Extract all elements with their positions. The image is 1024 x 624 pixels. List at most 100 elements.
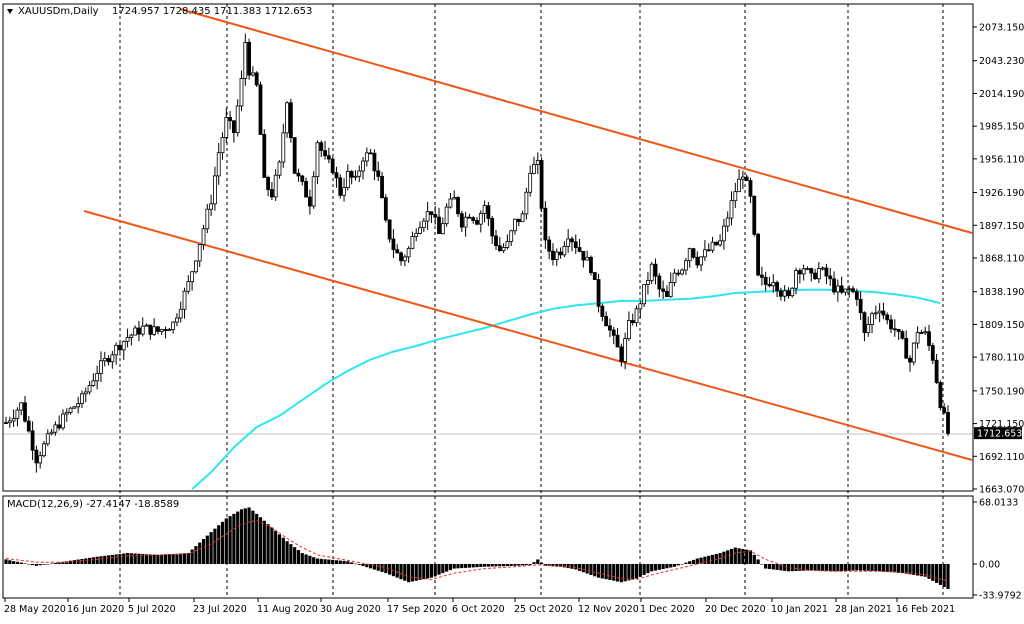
candle: [64, 408, 69, 422]
candle: [11, 409, 16, 427]
candle: [691, 247, 696, 259]
candle-body: [440, 223, 445, 235]
candle: [99, 351, 103, 383]
macd-histogram-bar: [281, 537, 285, 564]
candle: [790, 287, 795, 298]
candle-body: [11, 417, 16, 422]
price-axis-label: 1985.150: [979, 122, 1024, 133]
candle-body: [794, 270, 798, 289]
macd-histogram-bar: [148, 554, 152, 564]
candle-body: [699, 256, 704, 266]
candle: [775, 280, 779, 298]
macd-histogram-bar: [509, 564, 513, 566]
candle-body: [57, 424, 62, 429]
candle: [771, 274, 776, 293]
candle: [592, 272, 597, 280]
macd-histogram-bar: [34, 564, 38, 566]
candle-body: [254, 72, 259, 86]
candle: [714, 241, 719, 247]
candle: [361, 157, 365, 180]
macd-histogram-bar: [49, 563, 54, 565]
candle-body: [661, 288, 666, 292]
candle-body: [919, 332, 924, 334]
current-price-label: 1712.653: [977, 429, 1022, 440]
candle-body: [399, 252, 403, 262]
candle: [547, 236, 552, 260]
candle-body: [558, 251, 563, 256]
candle-body: [114, 344, 119, 356]
candle: [676, 269, 681, 277]
macd-histogram-bar: [209, 532, 213, 564]
date-axis-label: 11 Aug 2020: [257, 604, 318, 615]
candle-body: [437, 216, 441, 235]
candle: [311, 171, 316, 209]
candle-body: [38, 455, 43, 464]
candle-body: [611, 329, 616, 336]
candle-body: [471, 217, 476, 221]
candle: [665, 285, 669, 298]
candle: [896, 329, 901, 341]
macd-histogram-bar: [144, 554, 149, 564]
candle: [710, 236, 715, 253]
candle-body: [554, 251, 559, 260]
candle: [558, 247, 563, 259]
candle-body: [425, 211, 430, 222]
candle-body: [380, 176, 384, 199]
candle-body: [19, 402, 24, 411]
candle: [551, 243, 555, 266]
candle-body: [592, 272, 597, 280]
label-layer: XAUUSDm,Daily 1724.957 1728.435 1711.383…: [7, 6, 312, 510]
macd-layer: [4, 507, 950, 589]
macd-histogram-bar: [532, 562, 536, 564]
candle-body: [801, 268, 806, 275]
candle: [368, 148, 373, 155]
candle: [437, 207, 441, 235]
macd-histogram-bar: [114, 554, 118, 564]
candle: [832, 271, 836, 295]
candle-body: [353, 175, 358, 178]
macd-axis-label: 68.0133: [979, 498, 1018, 509]
candle: [725, 211, 730, 232]
price-axis-label: 1692.110: [979, 452, 1024, 463]
macd-histogram-bar: [342, 560, 346, 564]
candle-body: [121, 340, 126, 351]
macd-histogram-bar: [198, 542, 202, 564]
macd-histogram-bar: [699, 557, 703, 564]
candle: [307, 189, 312, 215]
candle-body: [402, 256, 407, 262]
macd-histogram-bar: [615, 564, 620, 582]
macd-histogram-bar: [486, 564, 490, 567]
candle: [577, 239, 582, 253]
candle: [627, 311, 631, 341]
candle: [915, 326, 920, 349]
macd-histogram-bar: [897, 564, 901, 573]
candle-body: [137, 327, 141, 335]
macd-histogram-bar: [122, 553, 126, 564]
candle: [292, 137, 297, 174]
date-axis-label: 16 Feb 2021: [896, 604, 955, 615]
macd-histogram-bar: [243, 508, 247, 564]
candle: [703, 240, 707, 261]
candle: [900, 329, 905, 340]
macd-axis-label: 0.00: [979, 560, 1000, 571]
macd-histogram-bar: [308, 555, 312, 564]
candle-body: [76, 403, 81, 408]
candle: [7, 416, 12, 428]
macd-histogram-bar: [220, 521, 225, 564]
candle-body: [608, 325, 612, 331]
candle-body: [448, 198, 453, 208]
macd-histogram-bar: [600, 564, 604, 579]
candle-body: [482, 205, 487, 214]
candle: [794, 267, 798, 295]
candle-body: [452, 197, 457, 200]
candle: [923, 326, 928, 336]
candle: [72, 405, 77, 409]
macd-histogram-bar: [638, 564, 642, 577]
macd-histogram-bar: [414, 564, 418, 581]
candle: [797, 268, 802, 284]
candle: [357, 165, 362, 183]
macd-histogram-bar: [84, 558, 88, 564]
candle: [440, 217, 445, 235]
